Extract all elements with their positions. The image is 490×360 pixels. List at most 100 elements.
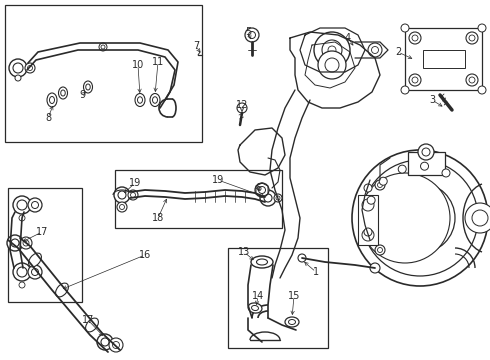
Circle shape	[371, 46, 378, 54]
Text: 17: 17	[36, 227, 48, 237]
Circle shape	[364, 228, 372, 236]
Text: 4: 4	[345, 33, 351, 43]
Text: 2: 2	[395, 47, 401, 57]
Circle shape	[27, 66, 32, 71]
Circle shape	[97, 334, 113, 350]
Circle shape	[377, 248, 383, 252]
Text: 10: 10	[132, 60, 144, 70]
Ellipse shape	[248, 303, 262, 313]
Ellipse shape	[138, 97, 143, 103]
Circle shape	[120, 204, 124, 210]
Circle shape	[416, 214, 424, 222]
Circle shape	[19, 282, 25, 288]
Ellipse shape	[55, 283, 69, 297]
Circle shape	[328, 46, 336, 54]
Text: 15: 15	[288, 291, 300, 301]
Circle shape	[314, 32, 350, 68]
Ellipse shape	[58, 87, 68, 99]
Circle shape	[370, 263, 380, 273]
Circle shape	[274, 194, 282, 202]
Circle shape	[398, 165, 406, 173]
Text: 6: 6	[255, 183, 261, 193]
Circle shape	[375, 180, 385, 190]
Text: 11: 11	[152, 57, 164, 67]
Circle shape	[465, 203, 490, 233]
Circle shape	[113, 342, 120, 348]
Text: 13: 13	[238, 247, 250, 257]
Circle shape	[298, 254, 306, 262]
Circle shape	[99, 43, 107, 51]
Text: 17: 17	[82, 315, 94, 325]
Ellipse shape	[251, 306, 258, 311]
Ellipse shape	[251, 256, 273, 268]
Circle shape	[478, 24, 486, 32]
Circle shape	[19, 215, 25, 221]
Ellipse shape	[289, 320, 295, 324]
Ellipse shape	[135, 94, 145, 107]
Circle shape	[264, 194, 272, 202]
Circle shape	[276, 196, 280, 200]
Circle shape	[17, 267, 27, 277]
Text: 9: 9	[79, 90, 85, 100]
Circle shape	[401, 86, 409, 94]
Ellipse shape	[86, 318, 98, 332]
Circle shape	[17, 200, 27, 210]
Bar	[405, 28, 482, 90]
Circle shape	[385, 183, 455, 253]
Circle shape	[412, 77, 418, 83]
Ellipse shape	[49, 96, 54, 104]
Circle shape	[469, 77, 475, 83]
Circle shape	[364, 184, 372, 192]
Circle shape	[13, 263, 31, 281]
Circle shape	[118, 191, 126, 199]
Circle shape	[25, 63, 35, 73]
Circle shape	[20, 237, 32, 249]
Circle shape	[466, 32, 478, 44]
Circle shape	[248, 32, 255, 39]
Text: 16: 16	[139, 250, 151, 260]
Bar	[5, 5, 202, 142]
Ellipse shape	[28, 253, 42, 267]
Text: 5: 5	[245, 27, 251, 37]
Circle shape	[101, 338, 109, 346]
Bar	[423, 50, 465, 68]
Circle shape	[362, 199, 374, 211]
Circle shape	[409, 74, 421, 86]
Circle shape	[377, 183, 383, 188]
Circle shape	[13, 63, 23, 73]
Circle shape	[117, 202, 127, 212]
Circle shape	[9, 59, 27, 77]
Circle shape	[410, 208, 430, 228]
Circle shape	[130, 193, 136, 198]
Circle shape	[352, 150, 488, 286]
Circle shape	[420, 162, 429, 170]
Circle shape	[11, 239, 19, 247]
Circle shape	[422, 148, 430, 156]
Circle shape	[245, 28, 259, 42]
Circle shape	[398, 196, 442, 240]
Circle shape	[101, 45, 105, 49]
Circle shape	[28, 198, 42, 212]
Text: 12: 12	[236, 100, 248, 110]
Circle shape	[23, 240, 29, 246]
Bar	[115, 170, 282, 228]
Circle shape	[379, 177, 387, 185]
Text: 8: 8	[45, 113, 51, 123]
Circle shape	[31, 202, 39, 208]
Circle shape	[109, 338, 123, 352]
Circle shape	[368, 43, 382, 57]
Circle shape	[237, 103, 247, 113]
Circle shape	[466, 74, 478, 86]
Text: 19: 19	[212, 175, 224, 185]
Ellipse shape	[256, 259, 268, 265]
Circle shape	[478, 86, 486, 94]
Circle shape	[255, 183, 269, 197]
Bar	[408, 152, 445, 175]
Text: 14: 14	[252, 291, 264, 301]
Ellipse shape	[86, 84, 90, 90]
Text: 18: 18	[152, 213, 164, 223]
Circle shape	[13, 196, 31, 214]
Circle shape	[360, 173, 450, 263]
Ellipse shape	[150, 94, 160, 107]
Circle shape	[128, 190, 138, 200]
